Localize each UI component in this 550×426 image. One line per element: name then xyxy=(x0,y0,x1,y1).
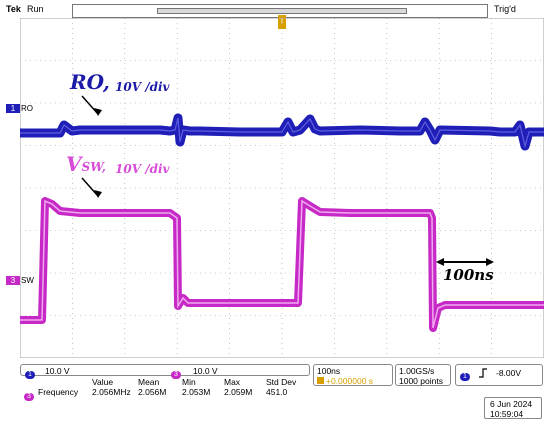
ch1-ground-marker[interactable]: 1 xyxy=(6,104,20,113)
record-view-window[interactable] xyxy=(157,8,407,14)
trigger-source-badge: 1 xyxy=(460,372,470,381)
trigger-level: -8.00V xyxy=(496,368,522,378)
trigger-position-icon xyxy=(317,377,324,384)
meas-stddev: 451.0 xyxy=(266,387,288,397)
rising-edge-icon xyxy=(479,368,487,378)
measurement-panel: Value Mean Min Max Std Dev 3 Frequency 2… xyxy=(20,376,310,401)
ch1-badge: 1 xyxy=(25,370,35,379)
waveform-display[interactable] xyxy=(20,18,544,358)
trigger-box[interactable]: 1 -8.00V xyxy=(455,364,543,386)
meas-min: 2.053M xyxy=(182,387,211,397)
ch3-waveform-highlight xyxy=(20,199,544,329)
meas-mean: 2.056M xyxy=(138,387,167,397)
ch1-scale[interactable]: 10.0 V xyxy=(45,366,70,376)
ro-scale-annotation: 10V /div xyxy=(115,80,170,94)
sw-pointer-arrowhead xyxy=(94,190,102,198)
ch1-waveform-highlight xyxy=(20,117,544,149)
acquisition-box[interactable]: 1.00GS/s 1000 points xyxy=(395,364,451,386)
vsw-annotation-sub: SW, xyxy=(81,160,106,174)
meas-header-stddev: Std Dev xyxy=(266,377,297,387)
period-annotation: 100ns xyxy=(443,266,494,284)
run-state: Run xyxy=(27,4,44,14)
horizontal-delay: +0.000000 s xyxy=(326,376,374,386)
ch3-scale[interactable]: 10.0 V xyxy=(193,366,218,376)
period-arrowhead-right xyxy=(486,258,494,266)
graticule xyxy=(20,18,544,358)
timebase-box[interactable]: 100ns +0.000000 s xyxy=(313,364,393,386)
ro-pointer-arrow xyxy=(81,95,99,115)
meas-header-max: Max xyxy=(224,377,241,387)
sw-pointer-arrow xyxy=(81,177,99,197)
ro-pointer-arrowhead xyxy=(94,108,102,116)
meas-channel-badge: 3 xyxy=(24,392,34,401)
ch3-label: SW xyxy=(21,276,34,285)
vsw-annotation-v: V xyxy=(66,152,82,176)
channel-scale-bar[interactable]: 1 10.0 V 3 10.0 V xyxy=(20,364,310,379)
date: 6 Jun 2024 xyxy=(490,399,533,409)
meas-name[interactable]: Frequency xyxy=(38,387,79,397)
meas-header-value: Value xyxy=(92,377,114,387)
vsw-annotation: VSW, xyxy=(66,152,106,176)
meas-max: 2.059M xyxy=(224,387,253,397)
datetime-box: 6 Jun 2024 10:59:04 xyxy=(484,397,542,419)
brand-label: Tek xyxy=(6,4,21,14)
ch3-badge: 3 xyxy=(171,370,181,379)
record-length: 1000 points xyxy=(399,376,443,386)
trigger-position-icon[interactable]: T xyxy=(278,15,286,29)
sample-rate: 1.00GS/s xyxy=(399,366,435,376)
vsw-scale-annotation: 10V /div xyxy=(115,162,170,176)
meas-value: 2.056MHz xyxy=(92,387,131,397)
ch1-label: RO xyxy=(21,104,33,113)
time: 10:59:04 xyxy=(490,409,524,419)
ch3-ground-marker[interactable]: 3 xyxy=(6,276,20,285)
ro-annotation: RO, xyxy=(70,70,110,94)
trigger-status: Trig'd xyxy=(494,4,516,14)
meas-header-min: Min xyxy=(182,377,196,387)
period-arrowhead-left xyxy=(436,258,444,266)
meas-header-mean: Mean xyxy=(138,377,160,387)
timebase-value: 100ns xyxy=(317,366,341,376)
